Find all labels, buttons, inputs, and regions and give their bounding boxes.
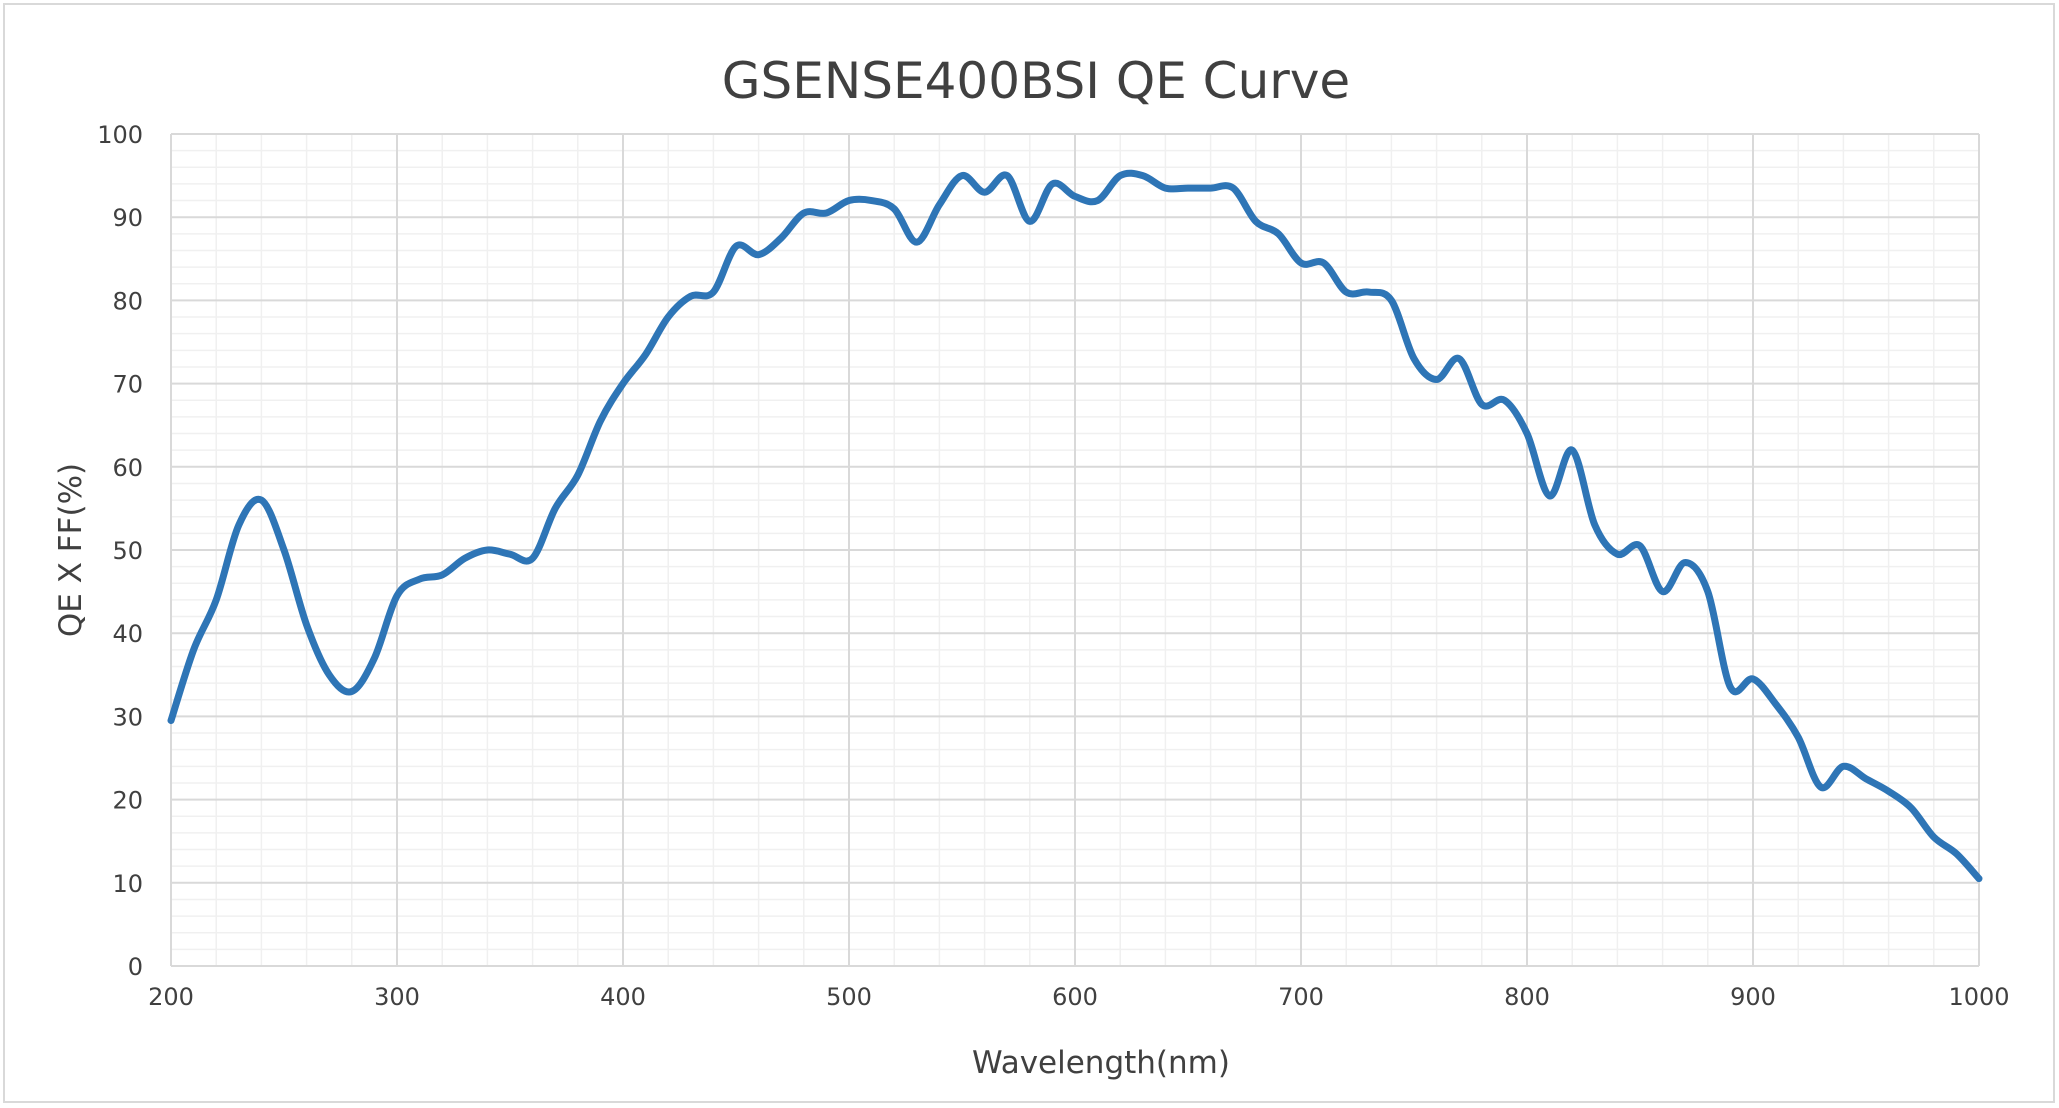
x-tick-label: 900 [1730,983,1776,1011]
y-tick-label: 20 [112,787,143,815]
x-tick-label: 400 [600,983,646,1011]
x-tick-label: 600 [1052,983,1098,1011]
x-axis-title: Wavelength(nm) [972,1045,1230,1081]
y-tick-label: 80 [112,287,143,315]
x-tick-label: 500 [826,983,872,1011]
y-tick-label: 90 [112,204,143,232]
y-tick-label: 40 [112,620,143,648]
y-tick-label: 70 [112,371,143,399]
x-tick-label: 200 [148,983,194,1011]
y-tick-label: 30 [112,703,143,731]
x-tick-label: 300 [374,983,420,1011]
y-tick-label: 60 [112,454,143,482]
chart-frame [3,3,2055,1103]
qe-series-line [167,169,1983,883]
y-tick-label: 10 [112,870,143,898]
x-axis-tick-labels: 200 300 400 500 600 700 800 900 1000 [148,983,2009,1011]
major-gridlines [170,133,1980,967]
x-tick-label: 1000 [1948,983,2009,1011]
y-tick-label: 0 [128,953,143,981]
y-axis-title: QE X FF(%) [53,463,89,637]
x-tick-label: 700 [1278,983,1324,1011]
y-axis-tick-labels: 0 10 20 30 40 50 60 70 80 90 100 [97,121,143,981]
chart-title: GSENSE400BSI QE Curve [722,52,1350,110]
x-tick-label: 800 [1504,983,1550,1011]
y-tick-label: 100 [97,121,143,149]
series-layer [167,169,1983,883]
y-tick-label: 50 [112,537,143,565]
